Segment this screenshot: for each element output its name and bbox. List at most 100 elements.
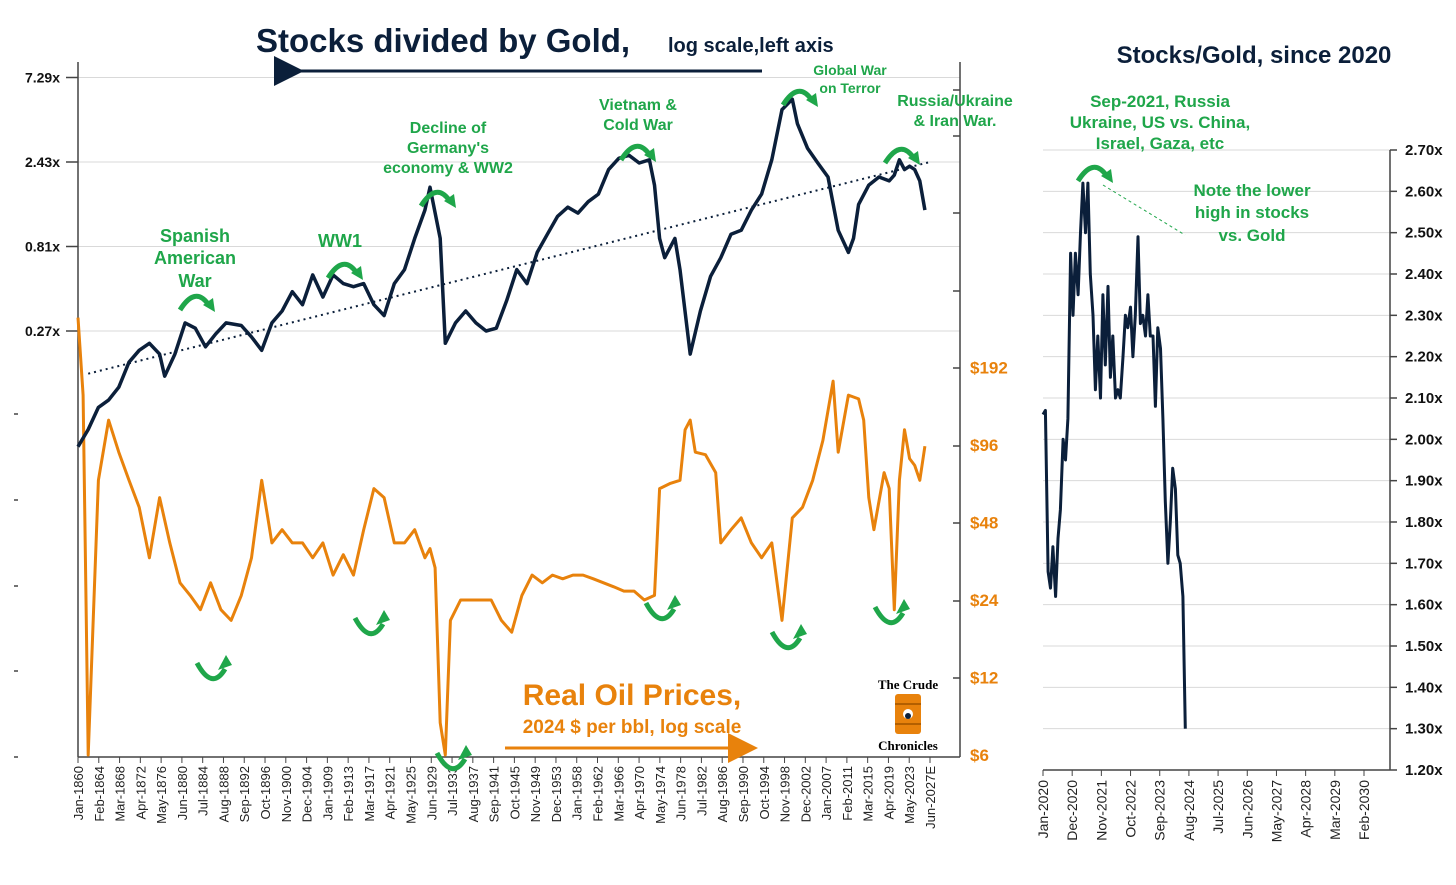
right-chart-x-tick-label: Sep-2023 [1152,780,1168,841]
svg-text:economy & WW2: economy & WW2 [383,160,513,177]
logo-text-bottom: Chronicles [878,738,938,753]
left-x-tick-label: Mar-1966 [611,766,626,822]
left-x-tick-label: Mar-1917 [362,766,377,822]
svg-text:Russia/Ukraine: Russia/Ukraine [897,93,1013,110]
logo-text-top: The Crude [878,677,939,692]
svg-text:& Iran War.: & Iran War. [914,113,997,130]
left-x-tick-label: Sep-1990 [736,766,751,822]
left-x-tick-label: Jan-1860 [71,766,86,820]
svg-text:Global War: Global War [813,62,887,78]
svg-text:Note the lower: Note the lower [1193,181,1311,200]
left-x-tick-label: Nov-1949 [528,766,543,822]
right-chart-y-tick-label: 1.80x [1405,514,1443,531]
oil-axis-tick-label: $6 [970,746,989,765]
oil-axis-tick-label: $48 [970,514,998,533]
annotation-lower-high: Note the lower high in stocks vs. Gold [1193,181,1311,245]
left-x-tick-label: Feb-1864 [92,766,107,822]
right-chart-x-tick-label: Jun-2026 [1239,780,1255,839]
right-chart-x-tick-label: Jul-2025 [1210,780,1226,834]
svg-text:Sep-2021, Russia: Sep-2021, Russia [1090,92,1230,111]
trough-arrow-icon [872,599,910,625]
oil-axis-tick-label: $192 [970,359,1008,378]
left-axis-tick-label: 0.27x [25,323,60,339]
right-chart-y-tick-label: 2.00x [1405,431,1443,448]
right-chart-y-tick-label: 2.50x [1405,225,1443,242]
right-chart-x-tick-label: Jan-2020 [1035,780,1051,839]
oil-price-line [76,317,927,757]
left-x-tick-label: Aug-1986 [715,766,730,822]
right-chart-series [1041,181,1187,729]
right-chart-y-tick-label: 1.30x [1405,721,1443,738]
right-chart-x-tick-label: May-2027 [1268,780,1284,842]
stocks-gold-line [76,97,927,448]
svg-text:Ukraine, US vs. China,: Ukraine, US vs. China, [1070,113,1250,132]
oil-axis-tick-labels: $6 $12 $24 $48 $96 $192 [970,359,1008,766]
peak-arrow-icon [618,143,656,162]
svg-text:Germany's: Germany's [407,140,489,157]
right-chart-x-tick-label: Feb-2030 [1356,780,1372,840]
trend-line [87,161,931,375]
oil-series-sublabel: 2024 $ per bbl, log scale [523,717,742,738]
svg-text:Cold War: Cold War [603,117,673,134]
right-chart-axes [1043,150,1391,771]
svg-text:American: American [154,248,236,268]
right-chart-y-tick-label: 1.20x [1405,762,1443,779]
right-chart-x-tick-label: Apr-2028 [1298,780,1314,838]
left-x-tick-label: Jan-1958 [570,766,585,820]
left-x-tick-label: Apr-1970 [632,766,647,819]
left-x-tick-label: May-1925 [403,766,418,824]
right-chart-y-tick-label: 1.70x [1405,555,1443,572]
lower-high-connector [1102,184,1186,236]
right-chart-y-tick-label: 1.90x [1405,473,1443,490]
left-chart-title: Stocks divided by Gold, [256,22,630,59]
right-chart-y-tick-label: 2.20x [1405,349,1443,366]
left-x-tick-label: Dec-1904 [300,766,315,822]
trough-arrow-icon [194,655,232,681]
left-x-tick-label: Dec-1953 [549,766,564,822]
left-chart-axes [77,62,961,758]
annotation-spanish-american-war: Spanish American War [154,226,236,291]
svg-text:Spanish: Spanish [160,226,230,246]
trough-arrow-icon [643,595,681,621]
left-x-tick-label: Jun-2027E [923,766,938,829]
left-x-tick-label: May-2023 [902,766,917,824]
right-chart-grid [1043,149,1397,771]
left-x-tick-label: Jun-1880 [175,766,190,820]
right-chart-title: Stocks/Gold, since 2020 [1117,42,1392,69]
svg-text:Decline of: Decline of [410,120,487,137]
svg-text:Israel, Gaza, etc: Israel, Gaza, etc [1096,134,1225,153]
peak-arrow-icon [1075,164,1113,183]
trough-arrows [194,595,910,771]
left-x-tick-label: Mar-1868 [113,766,128,822]
annotation-global-war-on-terror: Global War on Terror [813,62,887,96]
left-x-tick-label: Oct-1994 [757,766,772,819]
right-chart-y-tick-label: 1.60x [1405,597,1443,614]
annotation-sep-2021: Sep-2021, Russia Ukraine, US vs. China, … [1070,92,1250,153]
left-x-tick-label: Aug-1888 [216,766,231,822]
peak-arrow-icon [418,189,456,208]
left-x-tick-label: Apr-2019 [881,766,896,819]
left-x-tick-label: Oct-1945 [507,766,522,819]
right-chart-x-tick-label: Dec-2020 [1064,780,1080,841]
left-axis-tick-label: 0.81x [25,239,60,255]
right-chart-y-tick-label: 2.40x [1405,266,1443,283]
right-chart-x-tick-label: Aug-2024 [1181,780,1197,841]
right-chart-x-tick-label: Mar-2029 [1327,780,1343,840]
right-chart-x-tick-label: Nov-2021 [1093,780,1109,841]
left-x-tick-label: Jul-1884 [196,766,211,816]
svg-text:WW1: WW1 [318,231,362,251]
trough-arrow-icon [769,624,807,650]
oil-axis-tick-label: $24 [970,591,999,610]
crude-chronicles-logo: The Crude Chronicles [878,677,939,753]
left-x-tick-label: Feb-2011 [840,766,855,821]
trough-arrow-icon [434,745,472,771]
right-chart-x-tick-labels: Jan-2020 Dec-2020 Nov-2021 Oct-2022 Sep-2023… [1035,770,1372,842]
right-chart-y-tick-label: 1.50x [1405,638,1443,655]
left-x-tick-label: May-1876 [154,766,169,824]
left-x-tick-label: Jun-1929 [424,766,439,820]
left-x-tick-label: Jul-1982 [694,766,709,816]
svg-text:Vietnam &: Vietnam & [599,97,677,114]
left-x-tick-label: Aug-1937 [466,766,481,822]
left-chart-series [76,97,931,757]
